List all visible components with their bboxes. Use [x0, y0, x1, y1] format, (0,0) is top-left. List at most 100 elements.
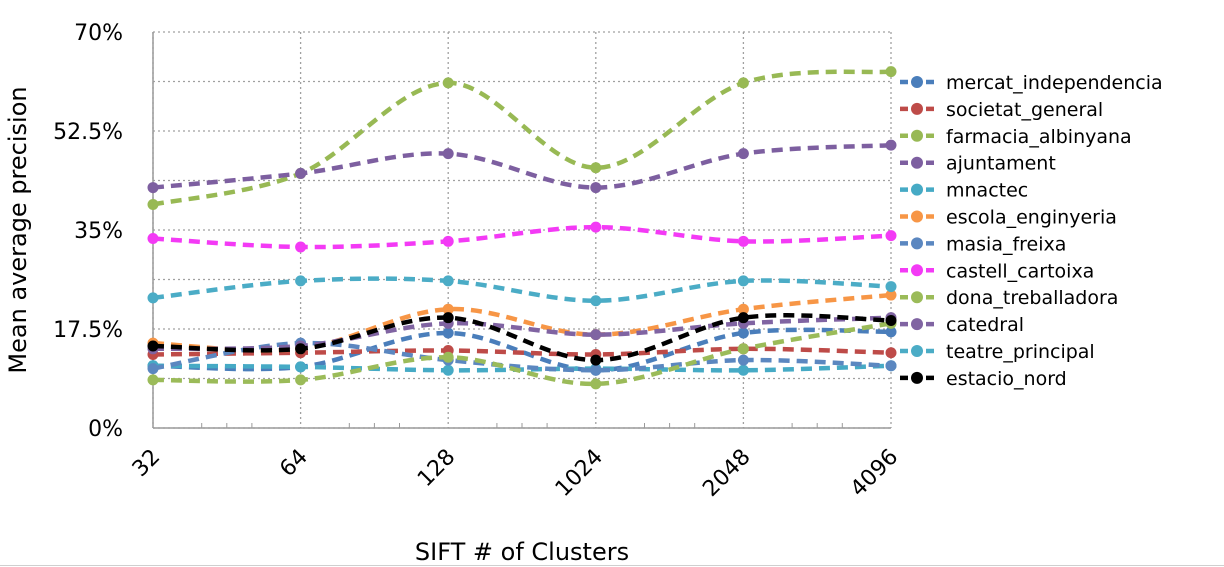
- legend-label: mercat_independencia: [946, 72, 1163, 94]
- data-point: [590, 295, 602, 307]
- bottom-divider: [0, 565, 1224, 566]
- data-point: [737, 235, 749, 247]
- legend-item: escola_enginyeria: [900, 207, 1117, 229]
- data-point: [885, 289, 897, 301]
- legend-item: catedral: [900, 314, 1024, 336]
- data-point: [442, 148, 454, 160]
- x-tick-label: 2048: [698, 445, 755, 502]
- legend-marker: [911, 318, 923, 331]
- legend-marker: [911, 210, 923, 223]
- series-lines: [147, 66, 897, 390]
- legend-label: mnactec: [946, 180, 1028, 202]
- data-point: [442, 77, 454, 89]
- data-point: [737, 343, 749, 355]
- legend-label: dona_treballadora: [946, 287, 1118, 309]
- series-line: [152, 321, 892, 387]
- data-point: [295, 167, 307, 179]
- data-point: [147, 232, 159, 244]
- series-line: [152, 346, 892, 357]
- legend-item: castell_cartoixa: [900, 260, 1094, 282]
- legend-item: estacio_nord: [900, 368, 1067, 390]
- data-point: [737, 148, 749, 160]
- legend-item: mnactec: [900, 180, 1028, 202]
- legend-marker: [911, 129, 923, 142]
- series-ajuntament: [147, 139, 897, 194]
- legend-marker: [911, 156, 923, 169]
- data-point: [442, 327, 454, 339]
- data-point: [442, 235, 454, 247]
- series-dona_treballadora: [147, 317, 897, 390]
- data-point: [442, 312, 454, 324]
- series-castell_cartoixa: [147, 221, 897, 253]
- legend-marker: [911, 264, 923, 277]
- data-point: [737, 364, 749, 376]
- x-tick-label: 32: [128, 445, 165, 482]
- x-tick-label: 128: [413, 445, 460, 492]
- data-point: [737, 275, 749, 287]
- data-point: [737, 312, 749, 324]
- legend-marker: [911, 371, 923, 384]
- data-point: [442, 364, 454, 376]
- legend-label: catedral: [946, 314, 1024, 336]
- legend-marker: [911, 345, 923, 357]
- legend-item: dona_treballadora: [900, 287, 1118, 309]
- legend-marker: [911, 102, 923, 115]
- data-point: [147, 374, 159, 386]
- data-point: [442, 303, 454, 315]
- data-point: [737, 354, 749, 366]
- series-farmacia_albinyana: [147, 66, 897, 211]
- data-point: [442, 275, 454, 287]
- data-point: [590, 221, 602, 233]
- y-tick-label: 0%: [88, 417, 123, 442]
- data-point: [737, 303, 749, 315]
- legend-marker: [911, 237, 923, 250]
- series-line: [152, 313, 892, 363]
- data-point: [590, 162, 602, 174]
- y-tick-label: 52.5%: [53, 120, 123, 145]
- data-point: [885, 281, 897, 293]
- series-line: [152, 142, 892, 190]
- legend-item: masia_freixa: [900, 233, 1066, 255]
- data-point: [590, 378, 602, 390]
- legend-marker: [911, 76, 923, 88]
- y-tick-label: 17.5%: [53, 318, 123, 343]
- data-point: [147, 199, 159, 211]
- series-teatre_principal: [147, 275, 897, 307]
- data-point: [885, 139, 897, 151]
- y-tick-label: 35%: [74, 219, 123, 244]
- legend-label: escola_enginyeria: [946, 207, 1117, 229]
- series-line: [152, 363, 892, 373]
- legend-item: teatre_principal: [900, 341, 1095, 363]
- legend-label: estacio_nord: [946, 368, 1067, 390]
- series-line: [152, 224, 892, 250]
- series-line: [152, 69, 892, 207]
- legend-item: farmacia_albinyana: [900, 126, 1132, 148]
- y-axis-ticks: 0% 17.5% 35% 52.5% 70%: [53, 21, 123, 442]
- data-point: [590, 364, 602, 376]
- series-line: [152, 340, 892, 373]
- data-point: [295, 343, 307, 355]
- legend-label: ajuntament: [946, 153, 1056, 175]
- data-point: [885, 230, 897, 242]
- data-point: [147, 340, 159, 352]
- data-point: [295, 241, 307, 253]
- legend-label: castell_cartoixa: [946, 260, 1094, 282]
- legend-item: societat_general: [900, 99, 1103, 121]
- data-point: [147, 292, 159, 304]
- y-axis-title: Mean average precision: [4, 86, 32, 373]
- data-point: [295, 374, 307, 386]
- legend-label: masia_freixa: [946, 233, 1066, 255]
- y-tick-label: 70%: [74, 21, 123, 46]
- data-point: [590, 354, 602, 366]
- legend-item: mercat_independencia: [900, 72, 1163, 94]
- data-point: [147, 363, 159, 375]
- legend-item: ajuntament: [900, 153, 1056, 175]
- series-line: [152, 276, 892, 303]
- legend-label: teatre_principal: [946, 341, 1095, 363]
- data-point: [737, 327, 749, 339]
- legend-marker: [911, 291, 923, 304]
- x-tick-label: 64: [275, 445, 312, 482]
- legend-label: societat_general: [946, 99, 1103, 121]
- data-point: [885, 347, 897, 359]
